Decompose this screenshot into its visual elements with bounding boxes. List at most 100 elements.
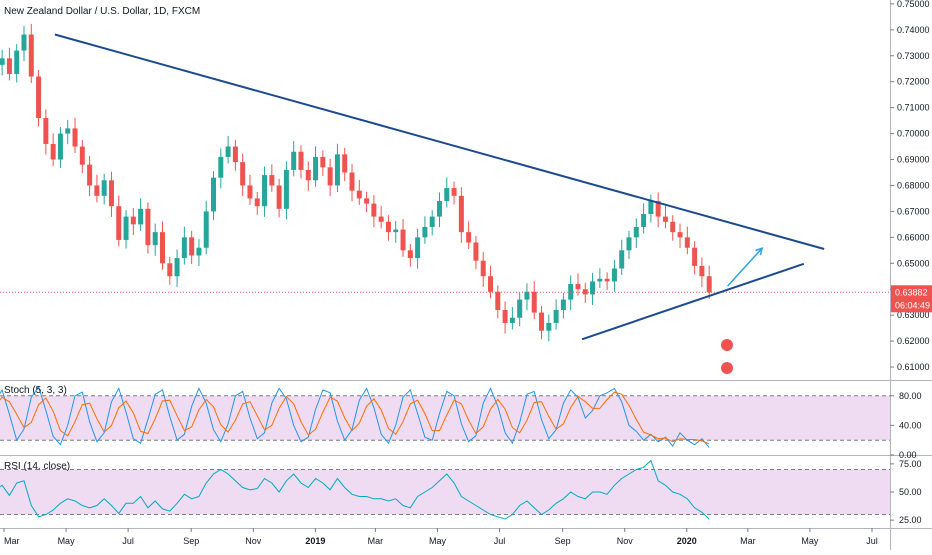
time-tick-label: Mar (368, 536, 384, 546)
candle (458, 195, 464, 233)
rsi-tick-label: 50.00 (899, 487, 922, 497)
time-tick-label: Mar (740, 536, 756, 546)
candle (130, 216, 136, 225)
candle (313, 156, 319, 181)
candle (247, 185, 253, 199)
candle (298, 151, 304, 170)
time-tick-label: May (801, 536, 819, 546)
candle (655, 201, 661, 217)
candle (488, 276, 494, 292)
candle (699, 265, 705, 277)
candle (181, 237, 187, 259)
candle (269, 175, 275, 186)
price-tick-label: 0.67000 (897, 206, 930, 216)
event-marker (721, 339, 733, 351)
candle (225, 146, 231, 157)
countdown-label: 06:04:49 (895, 300, 930, 310)
price-tick-label: 0.70000 (897, 129, 930, 139)
rsi-tick-label: 75.00 (899, 459, 922, 469)
candle (524, 291, 530, 300)
time-tick-label: Jul (122, 536, 134, 546)
candle (94, 185, 100, 196)
rsi-tick-label: 25.00 (899, 515, 922, 525)
candle (385, 221, 391, 233)
trendline-upper (54, 33, 825, 250)
time-tick-label: 2020 (677, 536, 697, 546)
candle (43, 118, 49, 144)
candle (706, 276, 712, 293)
candle (539, 312, 545, 331)
time-tick-label: Jul (866, 536, 878, 546)
candle (560, 299, 566, 310)
candle (466, 232, 472, 243)
price-tick-label: 0.68000 (897, 180, 930, 190)
candle (196, 247, 202, 256)
candle (0, 58, 5, 65)
trendline-lower (581, 262, 805, 341)
candle (342, 154, 348, 173)
candle (174, 258, 180, 277)
candle (611, 268, 617, 282)
candle (232, 146, 238, 163)
price-tick-label: 0.66000 (897, 232, 930, 242)
time-tick-label: Jul (494, 536, 506, 546)
candle (684, 237, 690, 248)
candle (378, 216, 384, 222)
time-tick-label: May (429, 536, 447, 546)
last-price-tag (891, 285, 932, 313)
candle (553, 309, 559, 323)
candle (152, 232, 158, 246)
candle (14, 50, 20, 74)
candle (473, 242, 479, 261)
price-tick-label: 0.61000 (897, 362, 930, 372)
candle (626, 237, 632, 251)
arrow-line (726, 247, 763, 287)
chart-title: New Zealand Dollar / U.S. Dollar, 1D, FX… (4, 6, 201, 17)
candle (509, 317, 515, 323)
candle (254, 198, 260, 207)
stoch-tick-label: 80.00 (899, 391, 922, 401)
rsi-title: RSI (14, close) (4, 461, 71, 472)
candle (159, 232, 165, 264)
price-tick-label: 0.65000 (897, 258, 930, 268)
time-tick-label: Nov (617, 536, 634, 546)
time-tick-label: Nov (245, 536, 262, 546)
candle (422, 226, 428, 238)
last-price-label: 0.63882 (895, 287, 928, 297)
candle (79, 146, 85, 165)
candle (356, 190, 362, 199)
rsi-series-RSI (0, 459, 710, 520)
price-tick-label: 0.74000 (897, 25, 930, 35)
candle (619, 250, 625, 269)
time-tick-label: 2019 (305, 536, 325, 546)
candle (334, 154, 340, 186)
candle (28, 34, 34, 77)
price-tick-label: 0.73000 (897, 51, 930, 61)
candle (633, 226, 639, 238)
candle (291, 151, 297, 170)
candle (320, 156, 326, 168)
candle (604, 278, 610, 282)
arrow-head (755, 247, 764, 256)
candle (283, 169, 289, 209)
candle (87, 164, 93, 186)
stoch-series-%D (0, 391, 710, 445)
candle (327, 167, 333, 186)
candle (662, 216, 668, 222)
candle (597, 278, 603, 282)
time-tick-label: May (58, 536, 76, 546)
candle (262, 175, 268, 207)
candle (677, 232, 683, 238)
candle (203, 211, 209, 248)
candle (116, 206, 122, 240)
candle (436, 201, 442, 217)
price-tick-label: 0.69000 (897, 155, 930, 165)
price-tick-label: 0.62000 (897, 336, 930, 346)
stoch-tick-label: 0.00 (899, 450, 917, 460)
stoch-tick-label: 40.00 (899, 420, 922, 430)
price-tick-label: 0.63000 (897, 310, 930, 320)
candle (50, 143, 56, 160)
candle (400, 229, 406, 251)
